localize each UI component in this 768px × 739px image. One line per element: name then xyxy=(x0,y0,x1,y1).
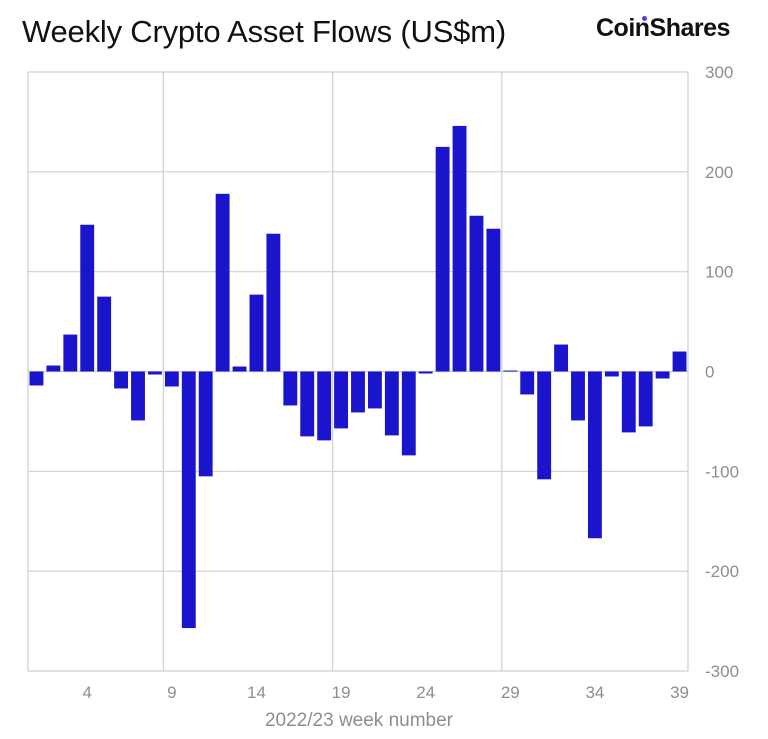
bar-week-37 xyxy=(638,371,653,427)
bar-week-21 xyxy=(367,371,382,409)
bar-week-24 xyxy=(418,371,433,374)
y-tick-label: 200 xyxy=(705,163,733,182)
bar-week-2 xyxy=(46,365,61,372)
bar-week-32 xyxy=(554,344,569,372)
bar-week-1 xyxy=(29,371,44,386)
bar-week-6 xyxy=(114,371,129,389)
bar-week-29 xyxy=(503,370,518,372)
y-tick-label: -300 xyxy=(705,662,739,681)
bar-week-16 xyxy=(283,371,298,406)
bar-week-38 xyxy=(655,371,670,379)
x-axis-title: 2022/23 week number xyxy=(265,710,454,731)
bar-week-3 xyxy=(63,334,78,372)
bar-week-17 xyxy=(300,371,315,437)
bar-week-15 xyxy=(266,233,281,372)
bar-week-7 xyxy=(131,371,145,421)
bar-week-25 xyxy=(435,146,450,372)
y-tick-label: 100 xyxy=(705,263,733,282)
y-tick-label: 0 xyxy=(705,363,714,382)
x-tick-label: 9 xyxy=(167,683,176,702)
x-tick-label: 39 xyxy=(670,683,689,702)
x-tick-label: 24 xyxy=(416,683,435,702)
bar-week-35 xyxy=(604,371,619,377)
bar-week-26 xyxy=(452,125,467,372)
bar-week-34 xyxy=(587,371,602,539)
bar-week-8 xyxy=(147,371,162,375)
bar-week-13 xyxy=(232,366,247,372)
bar-week-19 xyxy=(334,371,349,429)
bar-week-10 xyxy=(181,371,196,629)
bar-week-33 xyxy=(571,371,585,421)
y-tick-label: 300 xyxy=(705,63,733,82)
bar-week-30 xyxy=(520,371,535,395)
bar-week-5 xyxy=(97,296,112,372)
bar-week-39 xyxy=(672,351,687,372)
y-tick-label: -200 xyxy=(705,562,739,581)
bar-week-31 xyxy=(537,371,552,480)
x-tick-label: 34 xyxy=(585,683,604,702)
y-tick-label: -100 xyxy=(705,462,739,481)
bar-week-12 xyxy=(215,193,230,372)
bar-week-20 xyxy=(351,371,365,413)
x-tick-label: 4 xyxy=(82,683,91,702)
x-tick-label: 19 xyxy=(332,683,351,702)
x-axis-tick-labels: 4 9 14 19 24 29 34 39 xyxy=(82,683,689,702)
bar-week-23 xyxy=(401,371,416,456)
chart-title: Weekly Crypto Asset Flows (US$m) xyxy=(22,14,506,49)
bar-series xyxy=(29,125,687,629)
bar-week-18 xyxy=(317,371,332,441)
bar-week-11 xyxy=(198,371,213,477)
bar-week-22 xyxy=(384,371,399,436)
bar-week-14 xyxy=(249,294,264,372)
bar-week-27 xyxy=(469,215,484,372)
x-tick-label: 14 xyxy=(247,683,266,702)
bar-week-9 xyxy=(164,371,179,387)
bar-week-28 xyxy=(486,228,501,372)
brand-logo: CoinShares xyxy=(596,14,730,42)
x-tick-label: 29 xyxy=(501,683,520,702)
bar-week-4 xyxy=(80,224,95,372)
y-axis-tick-labels: 300 200 100 0 -100 -200 -300 xyxy=(705,63,739,681)
brand-logo-dot xyxy=(642,16,647,21)
bar-week-36 xyxy=(621,371,636,433)
